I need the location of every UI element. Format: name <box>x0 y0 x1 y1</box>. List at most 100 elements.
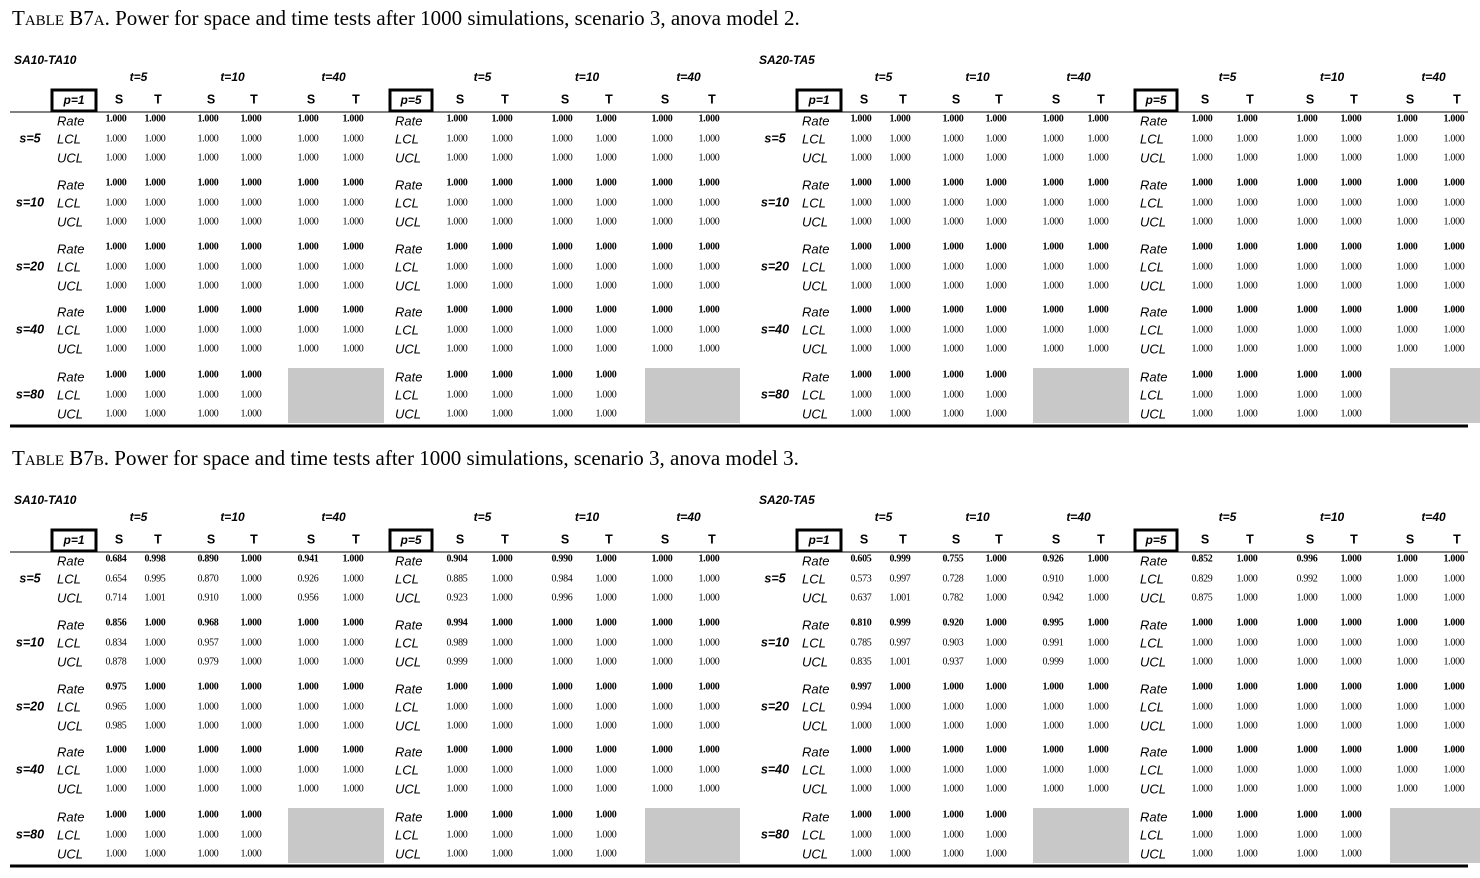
value: 1.000 <box>651 216 672 227</box>
value: 1.000 <box>595 408 616 419</box>
value: 1.000 <box>1443 701 1464 712</box>
subcolumn-header: S <box>561 92 569 106</box>
panel-name: SA20-TA5 <box>759 53 815 67</box>
value: 0.834 <box>105 637 126 648</box>
value: 1.000 <box>1191 829 1212 840</box>
value: 1.000 <box>698 152 719 163</box>
value: 1.000 <box>1296 720 1317 731</box>
value: 1.000 <box>1087 343 1108 354</box>
value: 1.000 <box>240 241 261 252</box>
value: 1.000 <box>595 848 616 859</box>
p-box <box>1133 88 1179 113</box>
value: 1.000 <box>1296 343 1317 354</box>
value: 1.000 <box>985 408 1006 419</box>
value: 1.000 <box>942 216 963 227</box>
value: 1.000 <box>342 304 363 315</box>
value: 1.000 <box>698 764 719 775</box>
value: 1.000 <box>240 304 261 315</box>
value: 1.000 <box>1443 720 1464 731</box>
value: 1.000 <box>1443 656 1464 667</box>
value: 1.000 <box>1087 744 1108 755</box>
stat-label: UCL <box>1140 406 1166 421</box>
value: 1.000 <box>889 216 910 227</box>
value: 1.000 <box>1087 681 1108 692</box>
value: 1.000 <box>651 681 672 692</box>
value: 1.000 <box>889 720 910 731</box>
column-header: t=5 <box>474 70 492 84</box>
value: 1.000 <box>651 324 672 335</box>
value: 1.000 <box>297 261 318 272</box>
value: 1.000 <box>1191 343 1212 354</box>
value: 1.000 <box>1340 720 1361 731</box>
value: 0.870 <box>197 573 218 584</box>
stat-label: Rate <box>802 369 829 384</box>
value: 1.000 <box>491 573 512 584</box>
value: 1.000 <box>1396 280 1417 291</box>
value: 1.000 <box>1236 152 1257 163</box>
value: 1.000 <box>144 152 165 163</box>
value: 1.000 <box>144 408 165 419</box>
p-box <box>795 528 843 553</box>
value: 1.000 <box>1087 573 1108 584</box>
value: 1.000 <box>1296 829 1317 840</box>
value: 0.875 <box>1191 592 1212 603</box>
value: 1.000 <box>1296 681 1317 692</box>
value: 1.000 <box>144 304 165 315</box>
value: 1.000 <box>491 617 512 628</box>
value: 1.000 <box>985 304 1006 315</box>
value: 1.000 <box>985 553 1006 564</box>
value: 1.000 <box>595 701 616 712</box>
subcolumn-header: T <box>154 532 162 546</box>
value: 1.000 <box>1396 343 1417 354</box>
value: 1.000 <box>1340 809 1361 820</box>
value: 1.000 <box>850 764 871 775</box>
value: 1.000 <box>105 369 126 380</box>
value: 1.000 <box>1396 261 1417 272</box>
value: 1.000 <box>850 197 871 208</box>
value: 1.000 <box>1443 637 1464 648</box>
stat-label: LCL <box>395 762 419 777</box>
value: 1.000 <box>342 637 363 648</box>
value: 1.000 <box>491 197 512 208</box>
value: 1.000 <box>144 133 165 144</box>
table-title: Table B7b. Power for space and time test… <box>12 446 799 470</box>
value: 0.996 <box>551 592 572 603</box>
value: 1.000 <box>144 261 165 272</box>
value: 1.000 <box>595 744 616 755</box>
stat-label: LCL <box>1140 571 1164 586</box>
stat-label: LCL <box>1140 131 1164 146</box>
value: 1.000 <box>1191 744 1212 755</box>
value: 1.000 <box>491 720 512 731</box>
value: 1.000 <box>1191 216 1212 227</box>
value: 1.000 <box>651 573 672 584</box>
stat-label: UCL <box>802 781 828 796</box>
value: 1.000 <box>942 324 963 335</box>
value: 1.000 <box>1443 764 1464 775</box>
stat-label: LCL <box>1140 322 1164 337</box>
value: 1.000 <box>1443 241 1464 252</box>
stat-label: Rate <box>57 177 84 192</box>
value: 1.000 <box>446 681 467 692</box>
value: 1.000 <box>698 681 719 692</box>
value: 1.000 <box>889 133 910 144</box>
value: 1.000 <box>1340 617 1361 628</box>
stat-label: UCL <box>57 718 83 733</box>
p-label: p=5 <box>1144 93 1166 107</box>
value: 1.000 <box>551 241 572 252</box>
value: 1.000 <box>1396 304 1417 315</box>
value: 1.000 <box>144 681 165 692</box>
value: 1.000 <box>297 133 318 144</box>
stat-label: Rate <box>57 809 84 824</box>
stat-label: Rate <box>1140 744 1167 759</box>
value: 1.000 <box>651 783 672 794</box>
value: 1.000 <box>240 617 261 628</box>
stat-label: UCL <box>802 214 828 229</box>
value: 1.000 <box>1443 177 1464 188</box>
value: 1.000 <box>1087 304 1108 315</box>
value: 1.000 <box>595 216 616 227</box>
subcolumn-header: T <box>605 92 613 106</box>
stat-label: LCL <box>395 259 419 274</box>
p-box <box>50 528 98 553</box>
value: 1.000 <box>342 701 363 712</box>
